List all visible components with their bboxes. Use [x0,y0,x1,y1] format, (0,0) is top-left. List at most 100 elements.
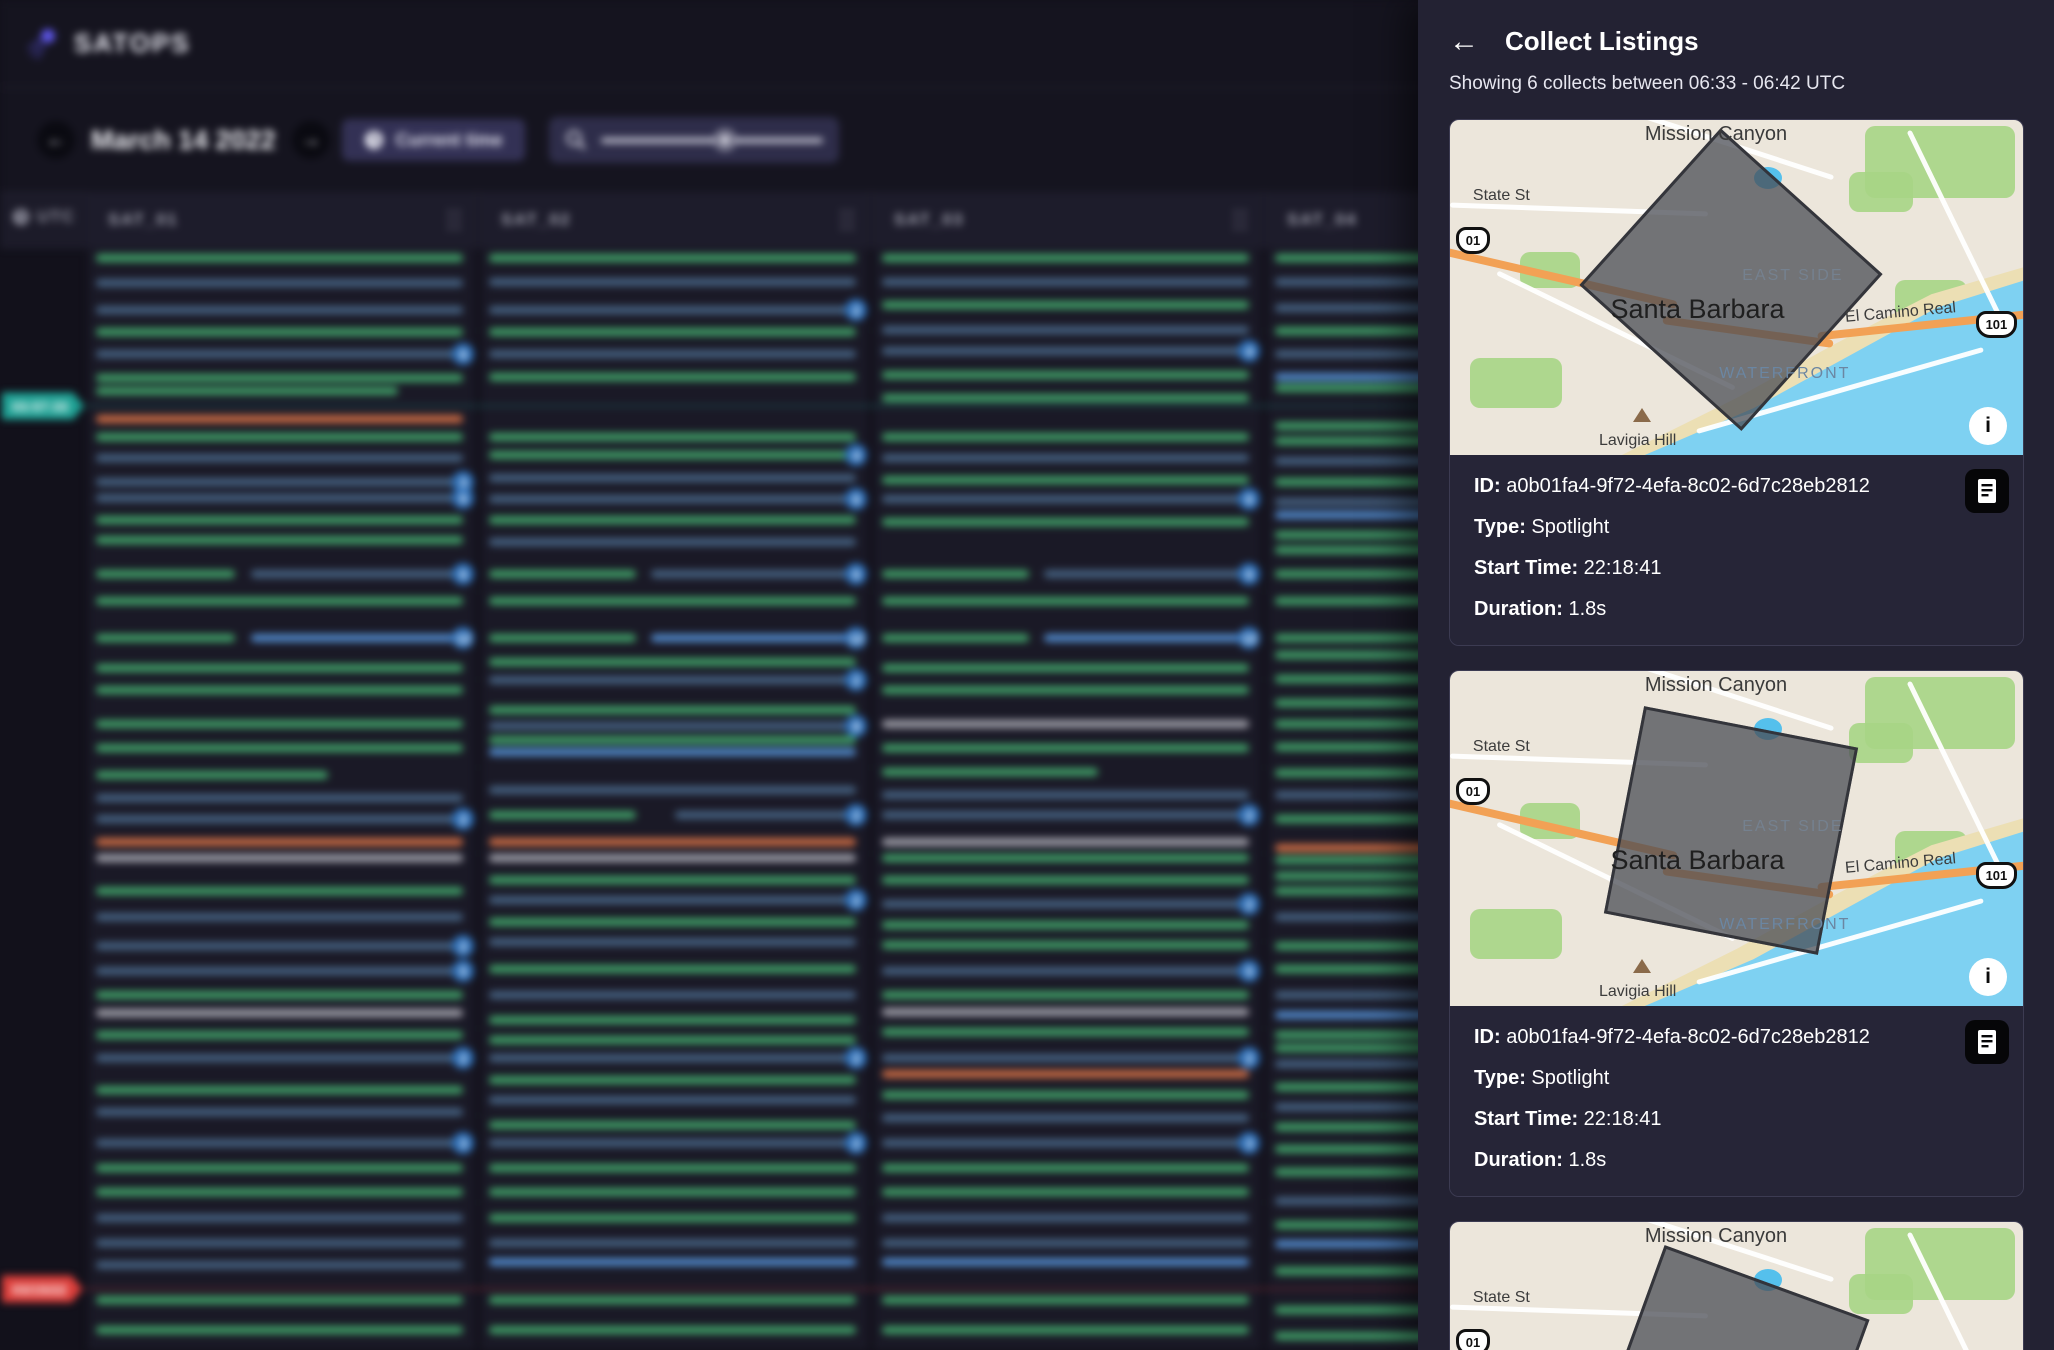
timeline-bar[interactable] [95,794,464,802]
timeline-bar[interactable] [488,896,857,904]
drag-handle-icon[interactable] [840,209,854,231]
timeline-bar[interactable] [488,658,857,666]
collect-card[interactable]: Mission Canyon State St EAST SIDE Santa … [1449,119,2024,646]
timeline-bar[interactable] [95,387,398,395]
timeline-bar[interactable] [881,570,1029,578]
bar-count-badge[interactable]: 12 [845,627,868,649]
timeline-bar[interactable] [881,900,1250,908]
timeline-bar[interactable] [488,373,857,381]
timeline-bar[interactable] [488,786,857,794]
timeline-bar[interactable] [881,811,1250,819]
bar-count-badge[interactable]: 5 [452,960,475,982]
timeline-bar[interactable] [881,1164,1250,1172]
timeline-bar[interactable] [881,1091,1250,1099]
timeline-bar[interactable] [95,1009,464,1017]
timeline-bar[interactable] [95,967,464,975]
info-button[interactable]: i [1969,407,2007,445]
timeline-bar[interactable] [881,454,1250,462]
timeline-bar[interactable] [95,1188,464,1196]
bar-count-badge[interactable]: 6 [845,488,868,510]
timeline-bar[interactable] [95,1261,464,1269]
timeline-bar[interactable] [95,1086,464,1094]
bar-count-badge[interactable]: 3 [452,1132,475,1154]
timeline-bar[interactable] [881,1214,1250,1222]
timeline-bar[interactable] [881,686,1250,694]
bar-count-badge[interactable]: 6 [452,563,475,585]
timeline-bar[interactable] [95,536,464,544]
timeline-bar[interactable] [95,454,464,462]
timeline-bar[interactable] [881,518,1250,526]
timeline-bar[interactable] [488,495,857,503]
timeline-bar[interactable] [488,1016,857,1024]
timeline-bar[interactable] [881,433,1250,441]
timeline-bar[interactable] [488,706,857,714]
bar-count-badge[interactable]: 6 [845,563,868,585]
timeline-bar[interactable] [95,744,464,752]
timeline-bar[interactable] [881,1070,1250,1078]
timeline-bar[interactable] [488,254,857,262]
timeline-bar[interactable] [95,570,236,578]
timeline-bar[interactable] [488,676,857,684]
timeline-bar[interactable] [881,371,1250,379]
timeline-bar[interactable] [488,278,857,286]
timeline-bar[interactable] [95,254,464,262]
timeline-bar[interactable] [488,1258,857,1266]
timeline-bar[interactable] [881,1239,1250,1247]
document-button[interactable] [1965,469,2009,513]
timeline-bar[interactable] [488,1121,857,1129]
collect-card[interactable]: Mission Canyon State St EAST SIDE Santa … [1449,670,2024,1197]
timeline-bar[interactable] [95,433,464,441]
timeline-bar[interactable] [488,634,636,642]
timeline-bar[interactable] [95,1054,464,1062]
timeline-bar[interactable] [881,664,1250,672]
bar-count-badge[interactable]: 2 [845,1132,868,1154]
timeline-bar[interactable] [881,495,1250,503]
timeline-bar[interactable] [651,634,857,642]
timeline-bar[interactable] [881,921,1250,929]
bar-count-badge[interactable]: 2 [452,808,475,830]
bar-count-badge[interactable]: 6 [452,343,475,365]
timeline-bar[interactable] [881,768,1099,776]
timeline-bar[interactable] [881,634,1029,642]
timeline-bar[interactable] [488,838,857,846]
timeline-bar[interactable] [488,451,857,459]
timeline-bar[interactable] [95,854,464,862]
bar-count-badge[interactable]: 8 [845,715,868,737]
timeline-bar[interactable] [488,748,857,756]
timeline-bar[interactable] [95,1031,464,1039]
timeline-bar[interactable] [881,347,1250,355]
info-button[interactable]: i [1969,958,2007,996]
timeline-bar[interactable] [488,876,857,884]
timeline-bar[interactable] [1044,634,1250,642]
bar-count-badge[interactable]: 2 [845,804,868,826]
bar-count-badge[interactable]: 2 [845,299,868,321]
timeline-bar[interactable] [651,570,857,578]
timeline-bar[interactable] [95,494,464,502]
timeline-bar[interactable] [488,811,636,819]
timeline-bar[interactable] [488,722,857,730]
timeline-bar[interactable] [881,278,1250,286]
timeline-bar[interactable] [488,1036,857,1044]
timeline-bar[interactable] [881,876,1250,884]
timeline-bar[interactable] [488,1164,857,1172]
bar-count-badge[interactable]: 12 [452,627,475,649]
timeline-bar[interactable] [1044,570,1250,578]
timeline-bar[interactable] [488,1326,857,1334]
timeline-bar[interactable] [488,1296,857,1304]
timeline-bar[interactable] [95,478,464,486]
timeline-bar[interactable] [488,1096,857,1104]
timeline-bar[interactable] [250,634,464,642]
timeline-bar[interactable] [488,597,857,605]
timeline-bar[interactable] [488,1054,857,1062]
timeline-bar[interactable] [95,1164,464,1172]
timeline-bar[interactable] [881,394,1250,402]
bar-count-badge[interactable]: 2 [1238,1047,1261,1069]
timeline-bar[interactable] [488,991,857,999]
timeline-bar[interactable] [881,301,1250,309]
timeline-bar[interactable] [95,350,464,358]
timeline-bar[interactable] [881,854,1250,862]
zoom-slider-track[interactable] [600,131,823,149]
timeline-bar[interactable] [95,328,464,336]
timeline-bar[interactable] [488,570,636,578]
timeline-bar[interactable] [488,328,857,336]
